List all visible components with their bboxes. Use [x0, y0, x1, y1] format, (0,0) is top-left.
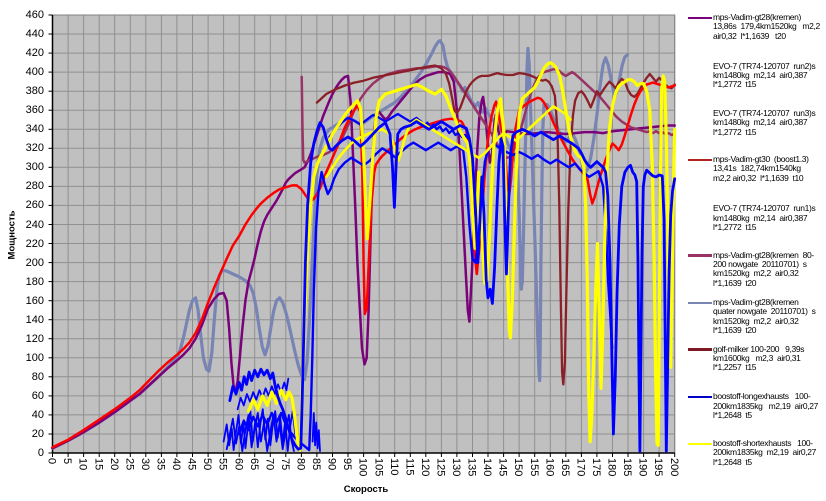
svg-text:105: 105: [372, 458, 384, 476]
svg-text:160: 160: [543, 458, 555, 476]
svg-text:100: 100: [357, 458, 369, 476]
svg-text:110: 110: [388, 458, 400, 476]
svg-text:195: 195: [652, 458, 664, 476]
svg-text:55: 55: [217, 458, 229, 470]
svg-text:85: 85: [310, 458, 322, 470]
svg-text:10: 10: [77, 458, 89, 470]
svg-text:140: 140: [481, 458, 493, 476]
svg-text:45: 45: [186, 458, 198, 470]
svg-text:75: 75: [279, 458, 291, 470]
svg-text:200: 200: [668, 458, 680, 476]
svg-text:175: 175: [590, 458, 602, 476]
svg-text:Мощность: Мощность: [7, 210, 18, 259]
svg-text:125: 125: [435, 458, 447, 476]
svg-text:120: 120: [419, 458, 431, 476]
svg-text:180: 180: [606, 458, 618, 476]
svg-text:30: 30: [139, 458, 151, 470]
svg-text:80: 80: [295, 458, 307, 470]
svg-text:35: 35: [155, 458, 167, 470]
svg-text:130: 130: [450, 458, 462, 476]
svg-text:155: 155: [528, 458, 540, 476]
svg-text:0: 0: [46, 458, 58, 464]
svg-text:135: 135: [466, 458, 478, 476]
svg-text:65: 65: [248, 458, 260, 470]
svg-text:25: 25: [123, 458, 135, 470]
svg-text:115: 115: [403, 458, 415, 476]
svg-text:170: 170: [575, 458, 587, 476]
svg-text:60: 60: [232, 458, 244, 470]
svg-text:190: 190: [637, 458, 649, 476]
svg-text:Скорость: Скорость: [344, 484, 389, 495]
svg-text:150: 150: [512, 458, 524, 476]
svg-text:15: 15: [92, 458, 104, 470]
svg-text:165: 165: [559, 458, 571, 476]
svg-text:50: 50: [201, 458, 213, 470]
svg-text:5: 5: [61, 458, 73, 464]
svg-text:20: 20: [108, 458, 120, 470]
svg-text:145: 145: [497, 458, 509, 476]
svg-text:90: 90: [326, 458, 338, 470]
svg-text:40: 40: [170, 458, 182, 470]
svg-text:185: 185: [621, 458, 633, 476]
svg-text:70: 70: [263, 458, 275, 470]
svg-text:95: 95: [341, 458, 353, 470]
